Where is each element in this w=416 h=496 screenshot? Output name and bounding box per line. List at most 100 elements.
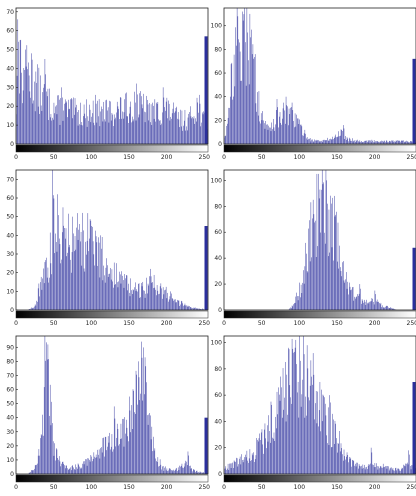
histogram-top-left: 0 10 20 30 40 50 60 70 0 50 100 150 200 250 xyxy=(6,7,211,161)
plot-frame xyxy=(223,169,416,311)
plot-frame xyxy=(223,335,416,475)
x-tick-label: 0 xyxy=(222,320,226,327)
x-tick-label: 150 xyxy=(331,154,343,161)
x-tick-label: 0 xyxy=(222,154,226,161)
grayscale-colorbar xyxy=(223,144,416,153)
x-tick-label: 50 xyxy=(50,154,58,161)
x-tick-label: 250 xyxy=(199,320,211,327)
x-tick-label: 100 xyxy=(86,484,98,491)
x-tick-label: 200 xyxy=(369,154,381,161)
y-tick-label: 0 xyxy=(218,471,222,478)
x-tick-label: 150 xyxy=(123,154,135,161)
grayscale-colorbar xyxy=(223,310,416,319)
y-tick-label: 40 xyxy=(6,232,14,239)
x-tick-label: 200 xyxy=(369,484,381,491)
histogram-edge-bar xyxy=(204,226,208,310)
y-tick-label: 60 xyxy=(6,387,14,394)
y-tick-label: 80 xyxy=(214,203,222,210)
y-tick-label: 0 xyxy=(218,307,222,314)
x-tick-label: 50 xyxy=(258,154,266,161)
y-tick-label: 100 xyxy=(211,177,223,184)
x-tick-label: 100 xyxy=(86,154,98,161)
y-tick-label: 30 xyxy=(6,429,14,436)
histogram-edge-bar xyxy=(204,36,208,144)
x-tick-label: 100 xyxy=(294,484,306,491)
histogram-top-right: 0 20 40 60 80 100 0 50 100 150 200 250 xyxy=(211,7,416,161)
y-tick-label: 60 xyxy=(214,229,222,236)
y-tick-label: 80 xyxy=(214,46,222,53)
y-tick-label: 70 xyxy=(6,372,14,379)
histogram-edge-bar xyxy=(412,382,416,474)
y-tick-label: 0 xyxy=(218,141,222,148)
x-tick-label: 150 xyxy=(331,484,343,491)
y-tick-label: 40 xyxy=(6,415,14,422)
grayscale-colorbar xyxy=(15,474,209,483)
y-tick-label: 80 xyxy=(214,366,222,373)
x-tick-label: 250 xyxy=(407,320,416,327)
y-tick-label: 10 xyxy=(6,122,14,129)
x-tick-label: 200 xyxy=(161,484,173,491)
y-tick-label: 100 xyxy=(211,23,223,30)
y-tick-label: 80 xyxy=(6,358,14,365)
grayscale-colorbar xyxy=(15,144,209,153)
y-tick-label: 10 xyxy=(6,457,14,464)
y-tick-label: 70 xyxy=(6,176,14,183)
plot-frame xyxy=(15,169,209,311)
histogram-edge-bar xyxy=(412,247,416,310)
y-tick-label: 0 xyxy=(10,307,14,314)
y-tick-label: 20 xyxy=(6,270,14,277)
y-tick-label: 60 xyxy=(214,70,222,77)
histogram-bottom-left: 0 10 20 30 40 50 60 70 80 90 0 50 100 150 200 250 xyxy=(6,335,211,491)
x-tick-label: 100 xyxy=(86,320,98,327)
x-tick-label: 150 xyxy=(331,320,343,327)
y-tick-label: 50 xyxy=(6,401,14,408)
plot-frame xyxy=(223,7,416,145)
y-tick-label: 20 xyxy=(6,443,14,450)
y-tick-label: 0 xyxy=(10,141,14,148)
y-tick-label: 20 xyxy=(214,117,222,124)
x-tick-label: 50 xyxy=(258,320,266,327)
plot-frame xyxy=(15,7,209,145)
x-tick-label: 150 xyxy=(123,484,135,491)
y-tick-label: 40 xyxy=(6,65,14,72)
y-tick-label: 90 xyxy=(6,344,14,351)
y-tick-label: 70 xyxy=(6,9,14,16)
x-tick-label: 250 xyxy=(407,154,416,161)
y-tick-label: 30 xyxy=(6,251,14,258)
x-tick-label: 0 xyxy=(14,320,18,327)
x-tick-label: 200 xyxy=(161,320,173,327)
y-tick-label: 20 xyxy=(214,445,222,452)
y-tick-label: 40 xyxy=(214,94,222,101)
y-tick-label: 30 xyxy=(6,84,14,91)
x-tick-label: 50 xyxy=(50,320,58,327)
x-tick-label: 250 xyxy=(199,154,211,161)
x-tick-label: 0 xyxy=(14,154,18,161)
x-tick-label: 250 xyxy=(407,484,416,491)
grayscale-colorbar xyxy=(223,474,416,483)
y-tick-label: 60 xyxy=(6,195,14,202)
x-tick-label: 100 xyxy=(294,320,306,327)
y-tick-label: 40 xyxy=(214,255,222,262)
histogram-edge-bar xyxy=(204,417,208,474)
y-tick-label: 10 xyxy=(6,288,14,295)
histogram-bottom-right: 0 20 40 60 80 100 0 50 100 150 200 250 xyxy=(211,335,416,491)
x-tick-label: 0 xyxy=(222,484,226,491)
x-tick-label: 250 xyxy=(199,484,211,491)
y-tick-label: 20 xyxy=(214,281,222,288)
y-tick-label: 0 xyxy=(10,471,14,478)
y-tick-label: 60 xyxy=(6,28,14,35)
y-tick-label: 100 xyxy=(211,340,223,347)
x-tick-label: 0 xyxy=(14,484,18,491)
y-tick-label: 20 xyxy=(6,103,14,110)
histogram-edge-bar xyxy=(412,58,416,144)
x-tick-label: 100 xyxy=(294,154,306,161)
x-tick-label: 50 xyxy=(50,484,58,491)
x-tick-label: 200 xyxy=(161,154,173,161)
histogram-middle-right: 0 20 40 60 80 100 0 50 100 150 200 250 xyxy=(211,169,416,327)
x-tick-label: 150 xyxy=(123,320,135,327)
x-tick-label: 200 xyxy=(369,320,381,327)
plot-frame xyxy=(15,335,209,475)
y-tick-label: 60 xyxy=(214,392,222,399)
y-tick-label: 50 xyxy=(6,47,14,54)
